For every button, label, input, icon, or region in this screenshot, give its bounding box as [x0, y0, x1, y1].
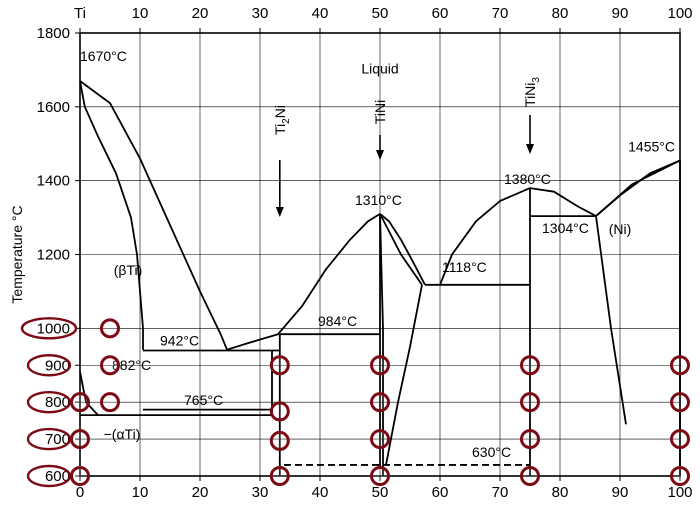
y-tick-label: 700: [45, 431, 70, 448]
y-tick-label: 1800: [37, 25, 70, 42]
x-top-tick-label: 80: [552, 5, 569, 22]
temperature-label: 1380°C: [504, 171, 551, 187]
temperature-label: 1310°C: [355, 192, 402, 208]
x-top-tick-label: 100: [667, 5, 692, 22]
phase-boundary-line: [379, 213, 426, 286]
x-top-tick-label: Ti: [74, 5, 86, 22]
phase-boundary-line: [595, 159, 681, 217]
x-tick-label: 40: [312, 484, 329, 501]
highlight-circle-marker: [269, 355, 290, 376]
highlight-circle-marker: [100, 318, 120, 339]
highlight-circle-marker: [100, 355, 120, 376]
temperature-label: 765°C: [184, 392, 223, 408]
highlight-circle-marker: [520, 355, 540, 376]
highlight-circle-marker: [70, 429, 90, 450]
x-tick-label: 100: [667, 484, 692, 501]
y-tick-label: 1400: [37, 173, 70, 190]
y-tick-label: 1200: [37, 247, 70, 264]
temperature-label: 1670°C: [80, 48, 127, 64]
phase-boundary-line: [226, 213, 381, 351]
phase-boundary-line: [439, 187, 597, 286]
highlight-circle-marker: [269, 430, 290, 451]
highlight-circle-marker: [520, 466, 540, 486]
y-tick-highlight-ellipse: [26, 354, 72, 377]
phase-boundary-line: [79, 80, 228, 351]
x-tick-label: 90: [612, 484, 629, 501]
highlight-circle-marker: [670, 392, 690, 413]
y-tick-label: 1600: [37, 99, 70, 116]
phase-boundary-line: [79, 371, 99, 416]
phase-boundary-line: [379, 213, 384, 476]
highlight-circle-marker: [100, 392, 120, 413]
highlight-circle-marker: [670, 429, 690, 450]
compound-arrow-head: [275, 207, 284, 217]
y-tick-label: 900: [45, 357, 70, 374]
highlight-circle-marker: [269, 401, 290, 422]
y-tick-label: 800: [45, 394, 70, 411]
highlight-circle-marker: [269, 466, 290, 486]
compound-label: TiNi3: [522, 77, 542, 107]
compound-arrow-head: [376, 150, 384, 160]
x-top-tick-label: 20: [192, 5, 209, 22]
x-top-tick-label: 90: [612, 5, 629, 22]
phase-boundary-line: [595, 159, 681, 217]
highlight-circle-marker: [70, 466, 90, 486]
x-tick-label: 80: [552, 484, 569, 501]
temperature-label: 1118°C: [442, 259, 487, 275]
x-tick-label: 70: [492, 484, 509, 501]
phase-boundary-line: [595, 215, 627, 425]
temperature-label: 1304°C: [542, 220, 589, 236]
highlight-circle-marker: [520, 429, 540, 450]
x-top-tick-label: 10: [132, 5, 149, 22]
highlight-circle-marker: [370, 392, 390, 413]
x-top-tick-label: 40: [312, 5, 329, 22]
x-top-tick-label: 60: [432, 5, 449, 22]
temperature-label: 630°C: [472, 444, 511, 460]
temperature-label: 882°C: [112, 357, 151, 373]
highlight-circle-marker: [670, 466, 690, 486]
x-top-tick-label: 30: [252, 5, 269, 22]
highlight-circle-marker: [370, 466, 390, 486]
phase-boundary-line: [385, 284, 423, 466]
x-tick-label: 20: [192, 484, 209, 501]
compound-label-group: TiNi3: [522, 77, 542, 107]
phase-label: −(αTi): [104, 426, 141, 442]
y-tick-label: 1000: [37, 320, 70, 337]
x-tick-label: 30: [252, 484, 269, 501]
phase-boundary-line: [379, 213, 423, 286]
phase-label: (βTi): [114, 262, 143, 278]
x-top-tick-label: 50: [372, 5, 389, 22]
highlight-circle-marker: [370, 355, 390, 376]
x-tick-label: 0: [76, 484, 84, 501]
compound-label: TiNi: [372, 100, 388, 124]
phase-label: (Ni): [609, 221, 632, 237]
y-tick-label: 600: [45, 468, 70, 485]
x-tick-label: 60: [432, 484, 449, 501]
compound-label-group: TiNi: [372, 100, 388, 124]
x-top-tick-label: 70: [492, 5, 509, 22]
temperature-label: 1455°C: [628, 138, 675, 154]
compound-label-group: Ti2Ni: [272, 105, 292, 135]
y-axis-label: Temperature °C: [9, 205, 25, 303]
highlight-circle-marker: [670, 355, 690, 376]
compound-arrow-head: [526, 144, 534, 154]
highlight-circle-marker: [70, 392, 90, 413]
temperature-label: 984°C: [318, 313, 357, 329]
compound-label: Ti2Ni: [272, 105, 292, 135]
y-tick-highlight-ellipse: [20, 317, 78, 340]
x-tick-label: 50: [372, 484, 389, 501]
highlight-circle-marker: [370, 429, 390, 450]
phase-boundary-line: [79, 80, 144, 350]
phase-label: Liquid: [361, 61, 398, 77]
x-tick-label: 10: [132, 484, 149, 501]
highlight-circle-marker: [520, 392, 540, 413]
temperature-label: 942°C: [160, 333, 199, 349]
